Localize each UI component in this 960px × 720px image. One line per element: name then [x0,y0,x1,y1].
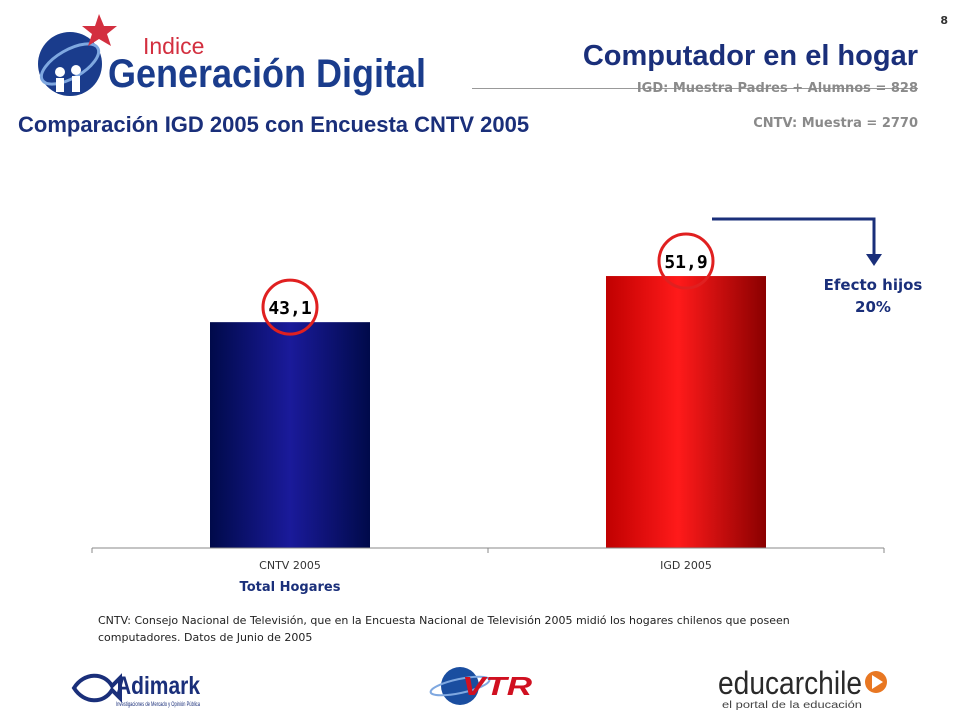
page-title: Computador en el hogar [582,40,918,72]
sample-cntv: CNTV: Muestra = 2770 [753,116,918,131]
svg-text:Investigaciones de Mercado y O: Investigaciones de Mercado y Opinión Púb… [116,702,200,708]
bar-chart: 43,1 CNTV 2005 51,9 IGD 2005 Total Hogares E… [91,217,923,595]
vtr-logo: VTR [429,667,532,705]
annotation-line1: Efecto hijos [824,276,923,294]
effect-arrow-line [712,217,876,258]
highlight-circle [261,278,319,336]
annotation-line2: 20% [855,298,891,316]
igd-logo-main: Generación Digital [108,52,426,96]
arrow-down-icon [866,254,882,266]
svg-text:Adimark: Adimark [116,672,200,700]
igd-logo-small: Indice [143,33,204,59]
category-label: IGD 2005 [660,559,712,572]
svg-text:VTR: VTR [462,671,532,701]
x-axis-label: Total Hogares [240,580,341,595]
value-label: 43,1 [268,298,311,319]
chart-subtitle: Comparación IGD 2005 con Encuesta CNTV 2… [18,112,530,137]
value-label: 51,9 [664,252,707,273]
page-number: 8 [940,14,948,27]
source-note: CNTV: Consejo Nacional de Televisión, qu… [98,614,790,644]
svg-text:educarchile: educarchile [718,665,862,701]
bar-cntv-2005 [210,322,370,548]
star-icon [82,14,117,46]
bar-igd-2005 [606,276,766,548]
highlight-circle [657,232,715,290]
sample-igd: IGD: Muestra Padres + Alumnos = 828 [636,81,918,96]
educarchile-logo: educarchile el portal de la educación [718,665,887,711]
fish-icon [71,673,122,703]
category-label: CNTV 2005 [259,559,321,572]
title-divider [472,88,918,89]
globe-icon [38,32,102,96]
igd-logo: Indice Generación Digital [38,14,426,96]
svg-text:el portal de la educación: el portal de la educación [722,700,862,711]
adimark-logo: Adimark Investigaciones de Mercado y Opi… [71,672,200,708]
